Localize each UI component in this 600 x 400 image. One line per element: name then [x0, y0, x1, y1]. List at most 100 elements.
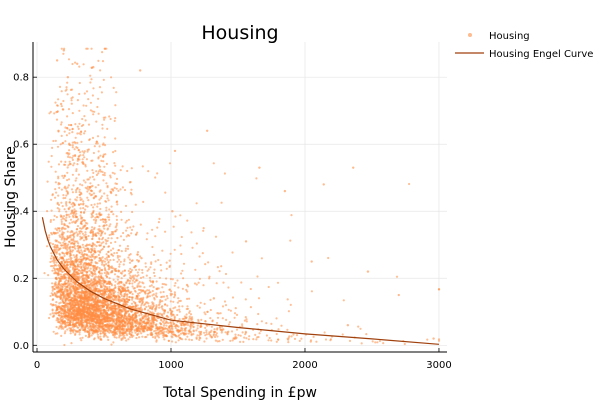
scatter-point	[124, 221, 127, 224]
scatter-point	[214, 335, 217, 339]
scatter-point	[408, 182, 411, 186]
scatter-point	[71, 62, 74, 66]
scatter-point	[154, 294, 157, 297]
scatter-point	[59, 275, 63, 278]
scatter-point	[114, 137, 117, 140]
scatter-point	[74, 179, 77, 182]
scatter-point	[82, 274, 86, 277]
scatter-point	[118, 280, 121, 283]
scatter-point	[123, 260, 126, 263]
scatter-point	[69, 260, 72, 263]
scatter-point	[91, 299, 94, 302]
scatter-point	[97, 183, 100, 187]
scatter-point	[54, 259, 57, 262]
scatter-point	[92, 206, 95, 209]
scatter-point	[221, 317, 224, 320]
scatter-point	[114, 290, 117, 293]
scatter-point	[90, 78, 93, 81]
scatter-point	[56, 284, 60, 287]
scatter-point	[168, 265, 171, 269]
scatter-point	[80, 293, 83, 296]
scatter-point	[70, 123, 73, 127]
scatter-point	[58, 302, 61, 305]
scatter-point	[66, 248, 69, 251]
scatter-point	[65, 152, 68, 155]
scatter-point	[101, 60, 105, 63]
scatter-point	[171, 293, 174, 296]
scatter-point	[97, 59, 100, 63]
scatter-point	[159, 263, 162, 267]
scatter-point	[105, 275, 108, 278]
scatter-point	[95, 140, 98, 143]
scatter-point	[123, 269, 126, 272]
scatter-point	[63, 186, 66, 189]
scatter-point	[109, 259, 112, 262]
scatter-point	[96, 333, 99, 336]
scatter-point	[233, 316, 236, 319]
scatter-point	[98, 276, 101, 279]
scatter-point	[105, 290, 109, 293]
scatter-point	[132, 276, 135, 279]
scatter-point	[131, 285, 134, 288]
scatter-point	[310, 290, 313, 293]
scatter-point	[57, 98, 60, 101]
scatter-point	[78, 81, 81, 85]
scatter-point	[87, 258, 90, 261]
scatter-point	[106, 239, 109, 242]
scatter-point	[98, 244, 101, 247]
scatter-point	[74, 332, 77, 335]
scatter-point	[62, 246, 65, 249]
scatter-point	[162, 336, 165, 339]
scatter-point	[114, 331, 117, 334]
scatter-point	[98, 202, 102, 205]
scatter-point	[127, 256, 130, 259]
scatter-point	[90, 302, 93, 305]
scatter-point	[80, 319, 83, 322]
scatter-point	[188, 338, 191, 341]
scatter-point	[163, 322, 166, 325]
scatter-point	[91, 242, 94, 245]
scatter-point	[112, 341, 115, 344]
scatter-point	[101, 321, 104, 324]
scatter-point	[129, 226, 132, 229]
scatter-point	[244, 298, 247, 301]
scatter-point	[91, 237, 94, 240]
scatter-point	[244, 316, 247, 319]
scatter-point	[54, 188, 57, 191]
scatter-point	[60, 47, 63, 50]
scatter-point	[124, 324, 127, 327]
scatter-point	[60, 188, 64, 191]
scatter-point	[63, 322, 67, 325]
scatter-point	[53, 214, 56, 217]
scatter-point	[88, 313, 91, 316]
scatter-point	[151, 294, 154, 297]
scatter-point	[132, 300, 135, 303]
scatter-point	[149, 307, 152, 310]
scatter-point	[98, 313, 101, 317]
scatter-point	[81, 297, 84, 300]
scatter-point	[65, 252, 68, 255]
scatter-point	[360, 342, 363, 345]
scatter-point	[77, 269, 80, 272]
scatter-point	[88, 192, 91, 195]
scatter-point	[128, 296, 131, 299]
scatter-point	[199, 337, 202, 340]
scatter-point	[212, 333, 215, 336]
scatter-point	[55, 325, 58, 329]
scatter-point	[58, 210, 61, 213]
scatter-point	[99, 332, 102, 335]
scatter-point	[171, 336, 174, 339]
scatter-point	[95, 304, 98, 307]
scatter-point	[287, 310, 290, 313]
scatter-point	[101, 143, 105, 146]
scatter-point	[102, 288, 105, 291]
scatter-point	[74, 268, 77, 271]
scatter-point	[51, 194, 54, 197]
scatter-point	[126, 245, 129, 248]
scatter-point	[98, 279, 101, 282]
scatter-point	[92, 210, 95, 214]
scatter-point	[95, 215, 99, 218]
scatter-point	[95, 316, 98, 319]
scatter-point	[112, 151, 115, 154]
scatter-point	[60, 123, 63, 126]
